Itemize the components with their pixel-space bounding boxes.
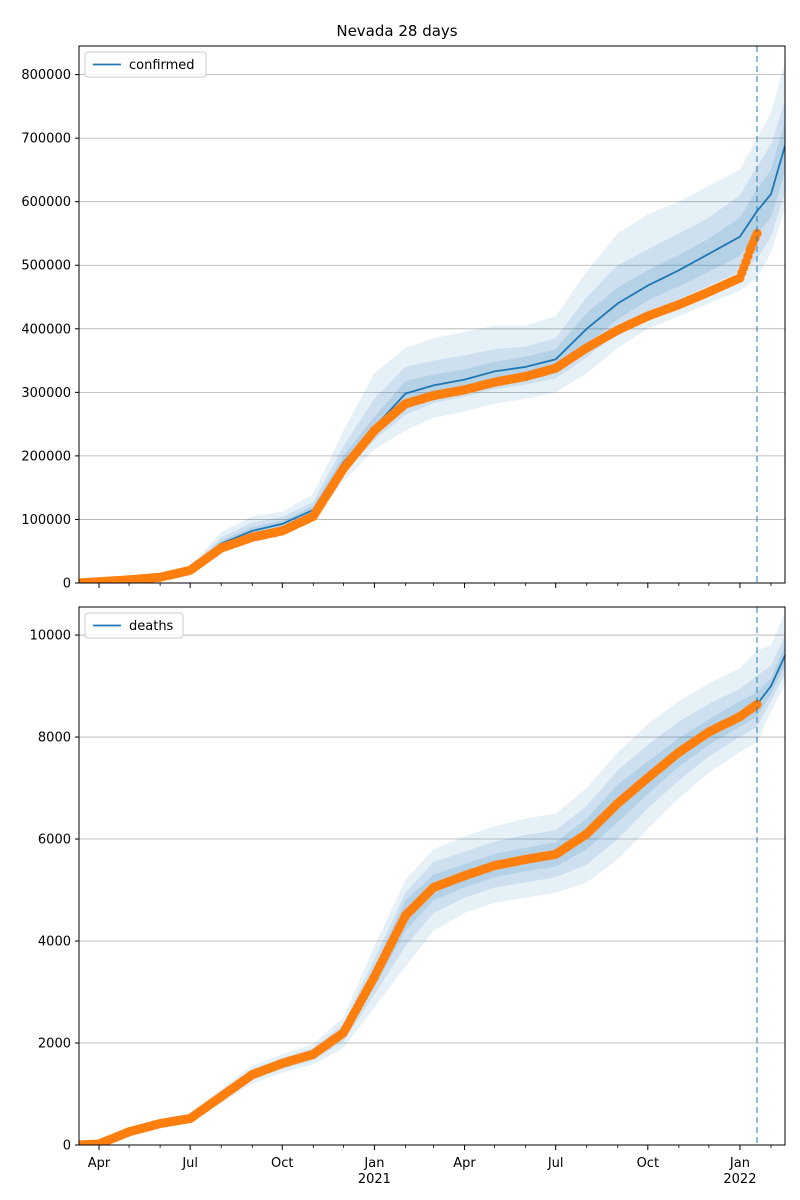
- y-tick-label: 200000: [21, 449, 71, 464]
- y-tick-label: 700000: [21, 132, 71, 147]
- legend: confirmed: [84, 51, 207, 78]
- x-tick-year-label: 2022: [723, 1172, 756, 1187]
- observed-points: [79, 228, 762, 583]
- confirmed-panel: 0 100000 200000 300000 400000 500000 600000 700…: [21, 45, 786, 592]
- y-tick-label: 8000: [38, 731, 71, 746]
- x-tick-label: Apr: [88, 1156, 111, 1171]
- y-tick-label: 10000: [30, 629, 71, 644]
- x-tick-label: Jan: [363, 1156, 384, 1171]
- x-tick-label: Oct: [271, 1156, 293, 1171]
- x-tick-year-label: 2021: [358, 1172, 391, 1187]
- axes-frame: [78, 45, 786, 584]
- legend: deaths: [84, 612, 184, 639]
- axes-frame: [78, 606, 786, 1146]
- uncertainty-band-1: [79, 612, 785, 1145]
- y-tick-label: 600000: [21, 195, 71, 210]
- y-tick-label: 2000: [38, 1037, 71, 1052]
- chart-title: Nevada 28 days: [336, 22, 457, 40]
- y-tick-label: 100000: [21, 513, 71, 528]
- y-tick-label: 0: [63, 577, 71, 592]
- y-tick-label: 400000: [21, 322, 71, 337]
- observed-points: [79, 699, 762, 1145]
- y-tick-label: 0: [63, 1139, 71, 1154]
- y-tick-label: 500000: [21, 259, 71, 274]
- legend-box: [84, 51, 207, 78]
- y-tick-label: 800000: [21, 68, 71, 83]
- y-tick-label: 300000: [21, 386, 71, 401]
- x-tick-label: Jan: [729, 1156, 750, 1171]
- observed-point: [752, 228, 762, 239]
- uncertainty-band-1: [79, 61, 785, 583]
- x-tick-label: Apr: [453, 1156, 476, 1171]
- legend-box: [84, 612, 184, 639]
- legend-label: confirmed: [129, 58, 195, 73]
- x-tick-label: Oct: [637, 1156, 659, 1171]
- x-tick-label: Jul: [547, 1156, 564, 1171]
- legend-label: deaths: [129, 619, 174, 634]
- x-tick-label: Jul: [181, 1156, 198, 1171]
- observed-point: [752, 699, 762, 710]
- y-tick-label: 4000: [38, 935, 71, 950]
- y-tick-label: 6000: [38, 833, 71, 848]
